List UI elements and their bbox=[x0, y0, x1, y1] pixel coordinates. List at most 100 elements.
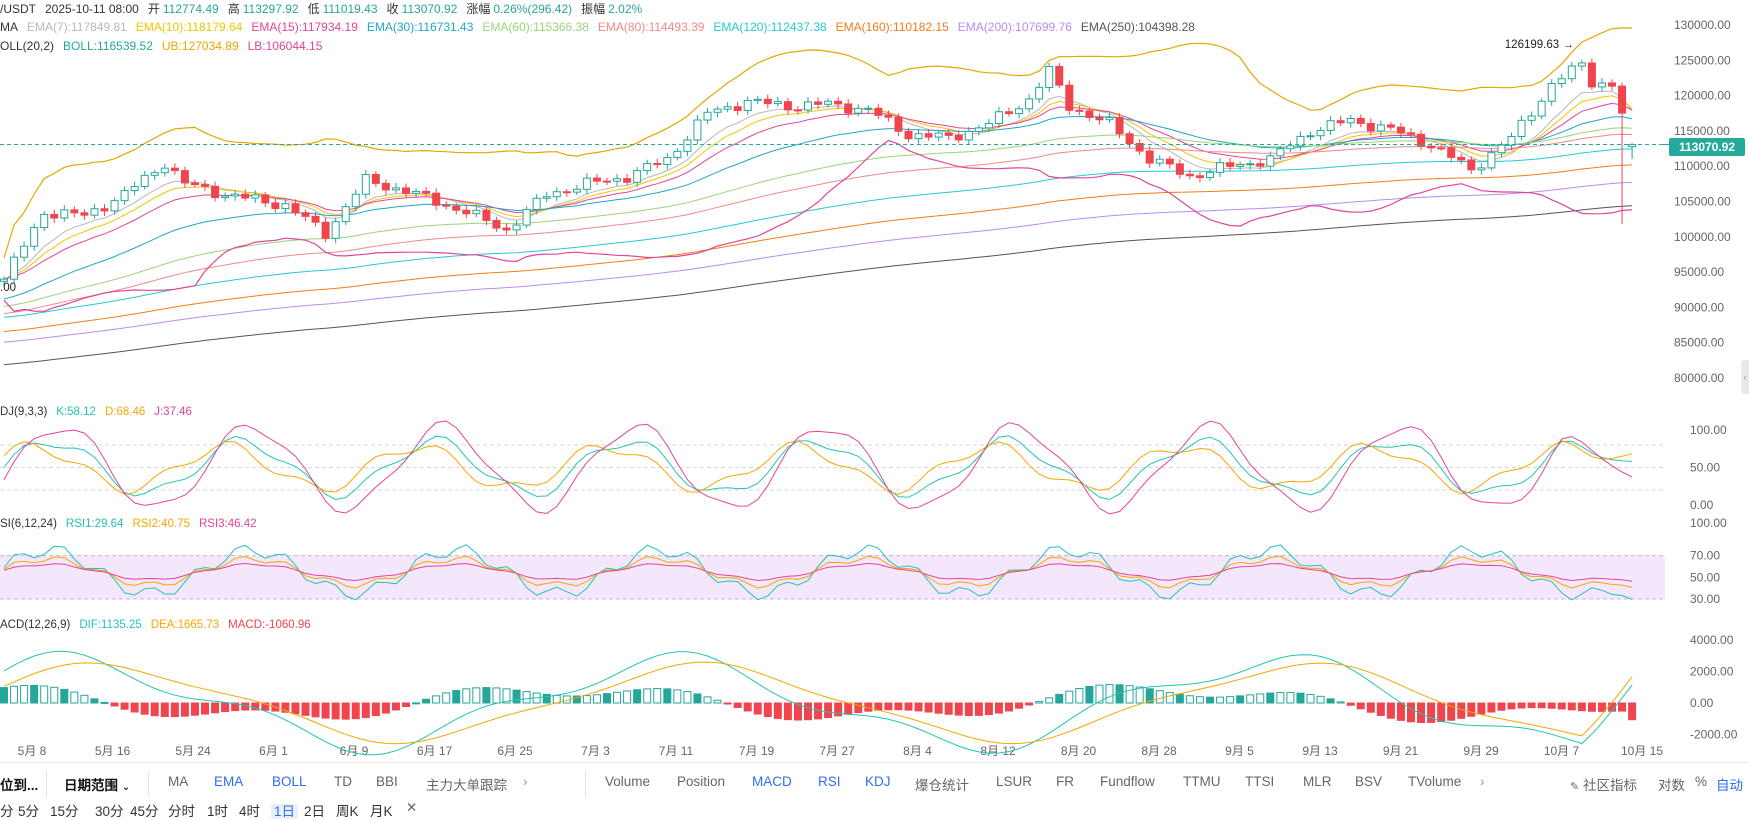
candle-body bbox=[1236, 164, 1245, 167]
timeframe-4[interactable]: 分时 bbox=[168, 804, 195, 819]
sub-indicator-more-icon[interactable]: › bbox=[1480, 774, 1485, 789]
sub-indicator-9[interactable]: TTMU bbox=[1183, 774, 1221, 789]
price-axis-label: 90000.00 bbox=[1674, 300, 1724, 314]
candle-body bbox=[462, 209, 471, 215]
candle-body bbox=[954, 134, 963, 141]
sub-indicator-1[interactable]: Position bbox=[677, 774, 726, 789]
sub-indicator-12[interactable]: BSV bbox=[1355, 774, 1383, 789]
macd-histogram-bar bbox=[1427, 702, 1436, 723]
x-axis-tick: 5月 16 bbox=[95, 744, 131, 758]
macd-histogram-bar bbox=[90, 698, 99, 704]
macd-histogram-bar bbox=[894, 702, 903, 711]
candle-body bbox=[1085, 110, 1094, 118]
timeframe-2[interactable]: 30分 bbox=[95, 804, 124, 819]
timeframe-0[interactable]: 5分 bbox=[18, 804, 40, 819]
candle-body bbox=[1447, 147, 1456, 158]
timeframe-5[interactable]: 1时 bbox=[207, 804, 229, 819]
macd-histogram-bar bbox=[502, 688, 511, 704]
macd-histogram-bar bbox=[211, 702, 220, 714]
collapse-handle-icon[interactable]: ‹ bbox=[1741, 360, 1749, 394]
macd-histogram-bar bbox=[472, 687, 481, 704]
sub-indicator-13[interactable]: TVolume bbox=[1408, 774, 1462, 789]
candle-body bbox=[100, 208, 109, 212]
macd-histogram-bar bbox=[984, 702, 993, 716]
candle-body bbox=[201, 184, 209, 187]
log-scale-toggle[interactable]: 对数 bbox=[1658, 778, 1685, 793]
ema-legend-item: EMA(30):116731.43 bbox=[366, 20, 474, 34]
macd-histogram-bar bbox=[261, 702, 270, 711]
ema-line-120 bbox=[3, 148, 1633, 318]
macd-histogram-bar bbox=[130, 702, 139, 713]
macd-histogram-bar bbox=[783, 702, 792, 721]
sub-indicator-0[interactable]: Volume bbox=[605, 774, 651, 789]
main-indicator-boll[interactable]: BOLL bbox=[272, 774, 307, 789]
macd-histogram-bar bbox=[231, 702, 240, 712]
macd-histogram-bar bbox=[1487, 702, 1496, 713]
candle-body bbox=[1608, 82, 1616, 87]
macd-legend-item: DEA:1665.73 bbox=[150, 619, 220, 631]
timeframe-7[interactable]: 1日 bbox=[271, 800, 299, 820]
sub-indicator-2[interactable]: MACD bbox=[752, 774, 792, 789]
ema-legend-item: EMA(200):107699.76 bbox=[957, 20, 1072, 34]
candle-body bbox=[291, 203, 300, 214]
candle-body bbox=[663, 157, 672, 165]
sub-indicator-4[interactable]: KDJ bbox=[865, 774, 891, 789]
timeframe-8[interactable]: 2日 bbox=[304, 804, 326, 819]
candle-body bbox=[271, 202, 280, 210]
sub-indicator-8[interactable]: Fundflow bbox=[1100, 774, 1155, 789]
candle-body bbox=[301, 212, 310, 217]
main-indicator-bbi[interactable]: BBI bbox=[376, 774, 398, 789]
sub-indicator-10[interactable]: TTSI bbox=[1245, 774, 1275, 789]
main-indicator-ma[interactable]: MA bbox=[168, 774, 189, 789]
macd-histogram-bar bbox=[412, 702, 421, 705]
rsi-legend: SI(6,12,24) RSI1:29.64 RSI2:40.75 RSI3:46.4… bbox=[0, 517, 266, 531]
candle-body bbox=[50, 213, 59, 219]
candle-body bbox=[643, 163, 652, 172]
candle-body bbox=[1356, 117, 1365, 124]
macd-dif-line bbox=[3, 650, 1633, 756]
macd-histogram-bar bbox=[673, 689, 682, 704]
macd-histogram-bar bbox=[351, 702, 360, 720]
kline-chart[interactable]: 130000.00 125000.00 120000.00 115000.00 1100… bbox=[0, 0, 1749, 760]
sub-indicator-7[interactable]: FR bbox=[1056, 774, 1074, 789]
main-indicator-ema[interactable]: EMA bbox=[214, 774, 244, 789]
macd-histogram-bar bbox=[422, 698, 431, 704]
macd-histogram-bar bbox=[1567, 702, 1576, 711]
macd-histogram-bar bbox=[1457, 702, 1466, 719]
main-indicator-主力大单跟踪[interactable]: 主力大单跟踪 bbox=[426, 778, 507, 793]
sub-indicator-3[interactable]: RSI bbox=[818, 774, 841, 789]
percent-scale-toggle[interactable]: % bbox=[1695, 774, 1708, 789]
candle-body bbox=[1597, 82, 1606, 88]
main-indicator-more-icon[interactable]: › bbox=[523, 774, 528, 789]
candle-body bbox=[190, 182, 199, 186]
candle-body bbox=[20, 245, 29, 258]
macd-histogram-bar bbox=[301, 702, 310, 716]
date-range-dropdown[interactable]: 日期范围 ⌄ bbox=[64, 778, 131, 793]
locate-button[interactable]: 位到... bbox=[0, 778, 39, 793]
timeframe-9[interactable]: 周K bbox=[336, 804, 359, 819]
macd-histogram-bar bbox=[1517, 702, 1526, 709]
auto-scale-toggle[interactable]: 自动 bbox=[1716, 778, 1743, 793]
macd-histogram-bar bbox=[1587, 702, 1596, 712]
timeframe-3[interactable]: 45分 bbox=[130, 804, 159, 819]
timeframe-6[interactable]: 4时 bbox=[239, 804, 261, 819]
sub-indicator-6[interactable]: LSUR bbox=[996, 774, 1033, 789]
sub-indicator-5[interactable]: 爆仓统计 bbox=[915, 778, 969, 793]
macd-histogram-bar bbox=[361, 702, 370, 719]
macd-histogram-bar bbox=[10, 685, 19, 704]
boll-legend-item: BOLL:116539.52 bbox=[63, 39, 153, 53]
macd-histogram-bar bbox=[1417, 702, 1426, 723]
sub-indicator-11[interactable]: MLR bbox=[1303, 774, 1332, 789]
main-indicator-td[interactable]: TD bbox=[334, 774, 352, 789]
community-indicator-button[interactable]: ✎ 社区指标 bbox=[1570, 778, 1637, 793]
close-icon[interactable]: ✕ bbox=[406, 800, 418, 815]
ema-legend-item: EMA(120):112437.38 bbox=[713, 20, 827, 34]
candle-body bbox=[1045, 65, 1054, 88]
timeframe-cut[interactable]: 分 bbox=[0, 804, 14, 819]
macd-histogram-bar bbox=[190, 702, 199, 716]
timeframe-10[interactable]: 月K bbox=[370, 804, 393, 819]
macd-histogram-bar bbox=[1467, 702, 1476, 717]
timeframe-1[interactable]: 15分 bbox=[50, 804, 79, 819]
macd-histogram-bar bbox=[753, 702, 762, 715]
candle-body bbox=[1336, 120, 1345, 124]
